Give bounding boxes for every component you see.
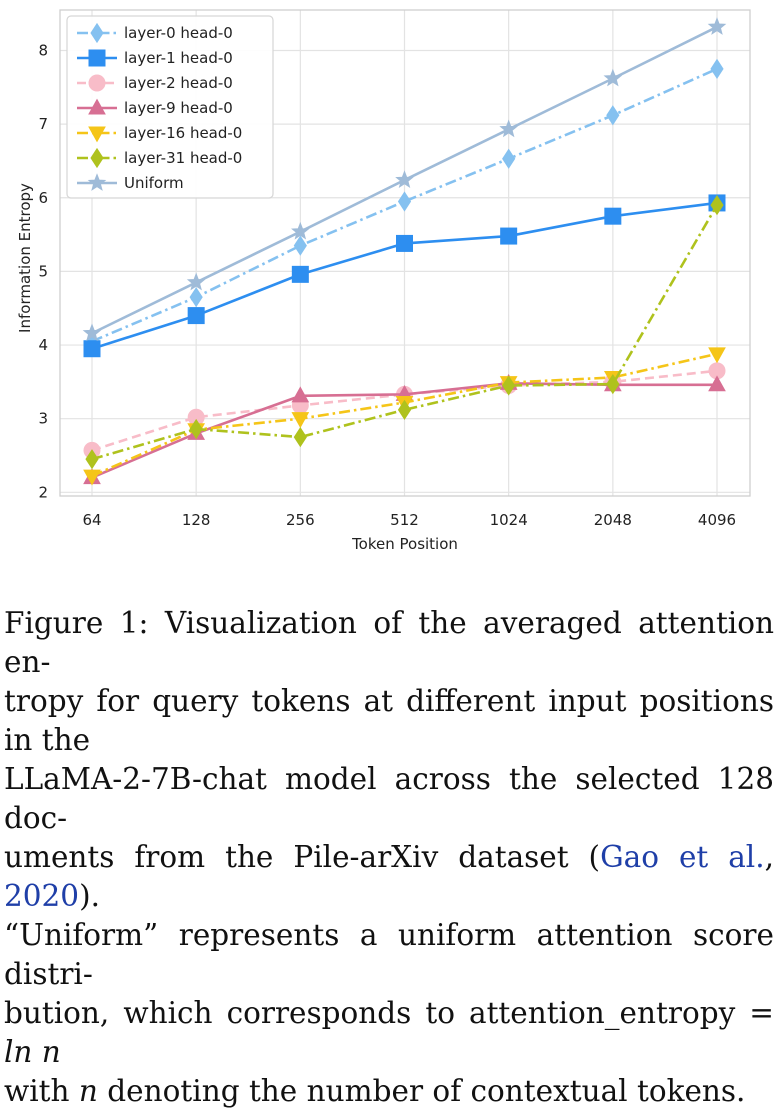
data-point	[291, 221, 310, 240]
data-point	[82, 323, 102, 342]
x-tick-label: 512	[390, 511, 419, 529]
legend-entry: layer-16 head-0	[77, 124, 242, 143]
data-point	[500, 227, 518, 245]
legend-marker	[88, 49, 106, 67]
legend-entry: Uniform	[77, 173, 184, 192]
x-tick-label: 256	[286, 511, 315, 529]
x-tick-label: 4096	[698, 511, 736, 529]
x-axis-label: Token Position	[351, 535, 458, 553]
series-layer-31-head-0	[85, 195, 724, 470]
citation-separator: ,	[764, 840, 775, 874]
caption-line-5: “Uniform” represents a uniform attention…	[4, 918, 774, 991]
caption-line-6-text: bution, which corresponds to attention_e…	[4, 996, 774, 1030]
y-tick-label: 4	[38, 336, 48, 354]
figure-caption: Figure 1: Visualization of the averaged …	[4, 604, 774, 1111]
caption-math-ln-n: ln n	[4, 1035, 61, 1069]
data-point	[83, 469, 101, 486]
data-point	[502, 148, 516, 169]
caption-math-n: n	[78, 1074, 98, 1108]
data-point	[187, 307, 205, 325]
y-tick-label: 5	[38, 262, 48, 280]
data-point	[710, 58, 724, 80]
legend-label: layer-0 head-0	[124, 24, 233, 42]
caption-line-7-end: denoting the number of contextual tokens…	[97, 1074, 746, 1108]
plot-frame	[59, 9, 751, 497]
data-point	[606, 105, 620, 126]
data-point	[186, 272, 206, 291]
caption-line-2: tropy for query tokens at different inpu…	[4, 684, 774, 757]
legend-label: layer-9 head-0	[124, 99, 233, 117]
y-tick-label: 6	[38, 189, 48, 207]
legend-marker	[88, 74, 106, 92]
x-tick-label: 1024	[490, 511, 528, 529]
data-point	[710, 195, 724, 216]
legend-marker	[88, 98, 106, 115]
caption-line-1: Figure 1: Visualization of the averaged …	[4, 606, 774, 679]
data-point	[291, 386, 310, 403]
data-point	[502, 375, 516, 396]
citation-link-author[interactable]: Gao et al.	[600, 840, 765, 874]
data-point	[604, 207, 622, 225]
data-point	[397, 399, 412, 420]
citation-link-year[interactable]: 2020	[4, 879, 80, 913]
legend-entry: layer-2 head-0	[77, 74, 233, 92]
legend: layer-0 head-0 layer-1 head-0 layer-2 head…	[66, 15, 274, 199]
caption-line-7: with n denoting the number of contextual…	[4, 1072, 774, 1111]
caption-line-4-text: uments from the Pile-arXiv dataset (	[4, 840, 601, 874]
x-tick-label: 64	[82, 511, 101, 529]
caption-line-4: uments from the Pile-arXiv dataset (Gao …	[4, 838, 774, 916]
legend-label: layer-1 head-0	[124, 49, 233, 67]
y-tick-label: 7	[38, 115, 48, 133]
legend-entry: layer-31 head-0	[77, 147, 242, 169]
legend-entry: layer-9 head-0	[77, 98, 233, 117]
entropy-line-chart: 64 128 256 512 1024 2048 4096 2 3 4 5 6 7 8 Token Po…	[16, 9, 751, 553]
legend-marker	[90, 22, 104, 44]
x-tick-label: 128	[182, 511, 211, 529]
data-point	[707, 17, 727, 35]
legend-label: layer-16 head-0	[124, 124, 242, 142]
data-point	[397, 191, 412, 212]
caption-line-6: bution, which corresponds to attention_e…	[4, 994, 774, 1072]
data-point	[83, 340, 101, 358]
y-tick-label: 3	[38, 410, 48, 428]
data-point	[708, 347, 726, 364]
y-tick-label: 2	[38, 483, 48, 501]
legend-label: layer-31 head-0	[124, 149, 242, 167]
series-uniform	[82, 17, 727, 342]
data-point	[606, 373, 620, 395]
x-tick-labels: 64 128 256 512 1024 2048 4096	[82, 511, 736, 529]
data-point	[293, 426, 307, 448]
legend-entry: layer-0 head-0	[77, 22, 233, 44]
data-point	[189, 418, 203, 440]
series-layer	[82, 17, 727, 486]
caption-line-4-end: ).	[79, 879, 100, 913]
x-tick-label: 2048	[594, 511, 632, 529]
legend-label: layer-2 head-0	[124, 74, 233, 92]
y-axis-label: Information Entropy	[16, 183, 34, 333]
data-point	[291, 265, 309, 283]
legend-marker	[88, 126, 106, 143]
data-point	[396, 234, 413, 252]
data-point	[708, 375, 726, 392]
series-layer-1-head-0	[83, 194, 726, 358]
data-point	[85, 449, 99, 470]
y-tick-label: 8	[38, 42, 48, 60]
data-point	[499, 119, 518, 138]
data-point	[291, 412, 310, 429]
legend-label: Uniform	[124, 174, 184, 192]
caption-line-3: LLaMA-2-7B-chat model across the selecte…	[4, 762, 774, 835]
data-point	[395, 170, 414, 189]
data-point	[603, 68, 623, 87]
caption-line-7-text: with	[4, 1074, 79, 1108]
legend-entry: layer-1 head-0	[77, 49, 233, 67]
data-point	[293, 235, 307, 256]
legend-marker	[87, 173, 107, 191]
y-tick-labels: 2 3 4 5 6 7 8	[38, 42, 48, 502]
legend-marker	[90, 147, 104, 169]
legend-box	[66, 15, 274, 199]
data-point	[189, 287, 203, 308]
